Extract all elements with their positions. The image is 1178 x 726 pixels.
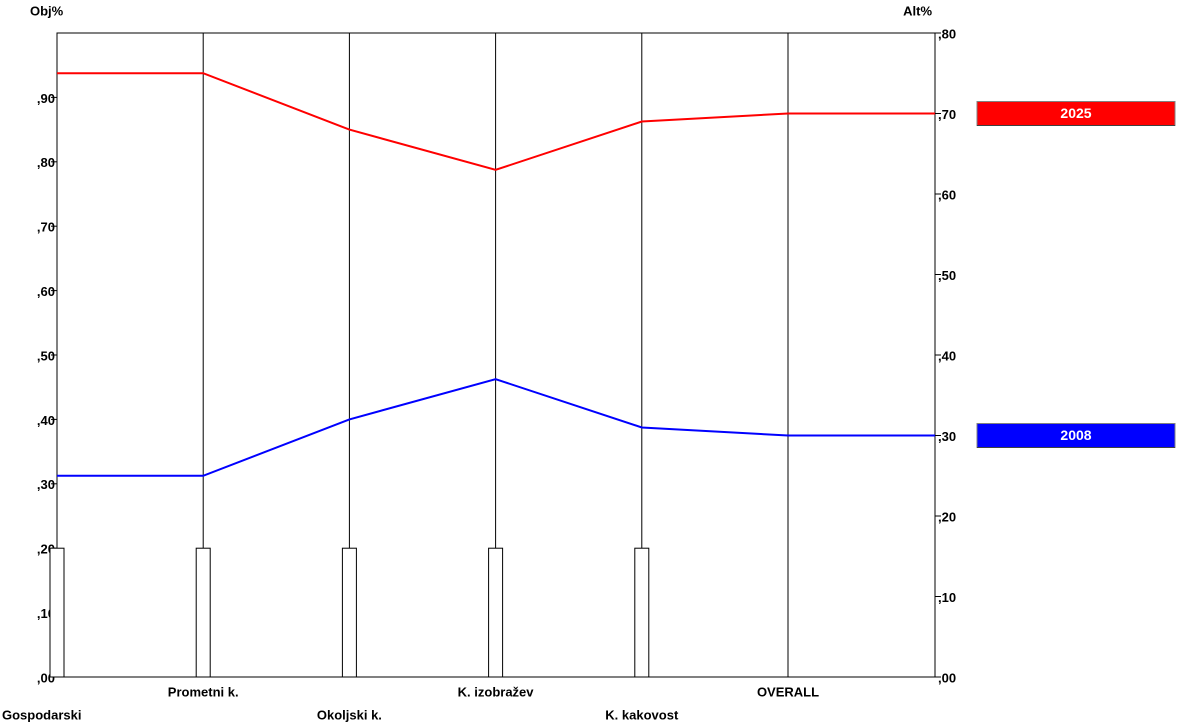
x-tick-label: K. izobražev — [458, 684, 535, 699]
y2-tick-label: ,80 — [938, 26, 956, 41]
y-tick-label: ,70 — [37, 220, 55, 235]
bar — [195, 547, 211, 678]
y-tick-label: ,80 — [37, 155, 55, 170]
x-tick-label: Prometni k. — [168, 684, 239, 699]
series-line — [57, 72, 789, 171]
y2-tick-label: ,10 — [938, 590, 956, 605]
x-tick-label: K. kakovost — [605, 707, 679, 722]
bar — [488, 547, 504, 678]
y2-tick-label: ,60 — [938, 187, 956, 202]
bar — [341, 547, 357, 678]
legend-label: 2025 — [1060, 105, 1091, 121]
y-tick-label: ,90 — [37, 91, 55, 106]
x-tick-label: Okoljski k. — [317, 707, 382, 722]
y-tick-label: ,60 — [37, 284, 55, 299]
y2-tick-label: ,00 — [938, 670, 956, 685]
bar — [49, 547, 65, 678]
y2-tick-label: ,30 — [938, 429, 956, 444]
y-tick-label: ,40 — [37, 413, 55, 428]
y2-tick-label: ,70 — [938, 107, 956, 122]
y-tick-label: ,30 — [37, 477, 55, 492]
series-line — [57, 378, 789, 477]
y2-tick-label: ,50 — [938, 268, 956, 283]
x-tick-label: Gospodarski — [2, 707, 81, 722]
y-tick-label: ,50 — [37, 348, 55, 363]
legend-swatch — [976, 101, 1176, 126]
bar — [634, 547, 650, 678]
y2-axis-title: Alt% — [903, 3, 932, 18]
legend-label: 2008 — [1060, 427, 1091, 443]
y2-tick-label: ,40 — [938, 348, 956, 363]
y-axis-title: Obj% — [30, 3, 64, 18]
legend-swatch — [976, 423, 1176, 448]
y2-tick-label: ,20 — [938, 509, 956, 524]
x-tick-label: OVERALL — [757, 684, 819, 699]
